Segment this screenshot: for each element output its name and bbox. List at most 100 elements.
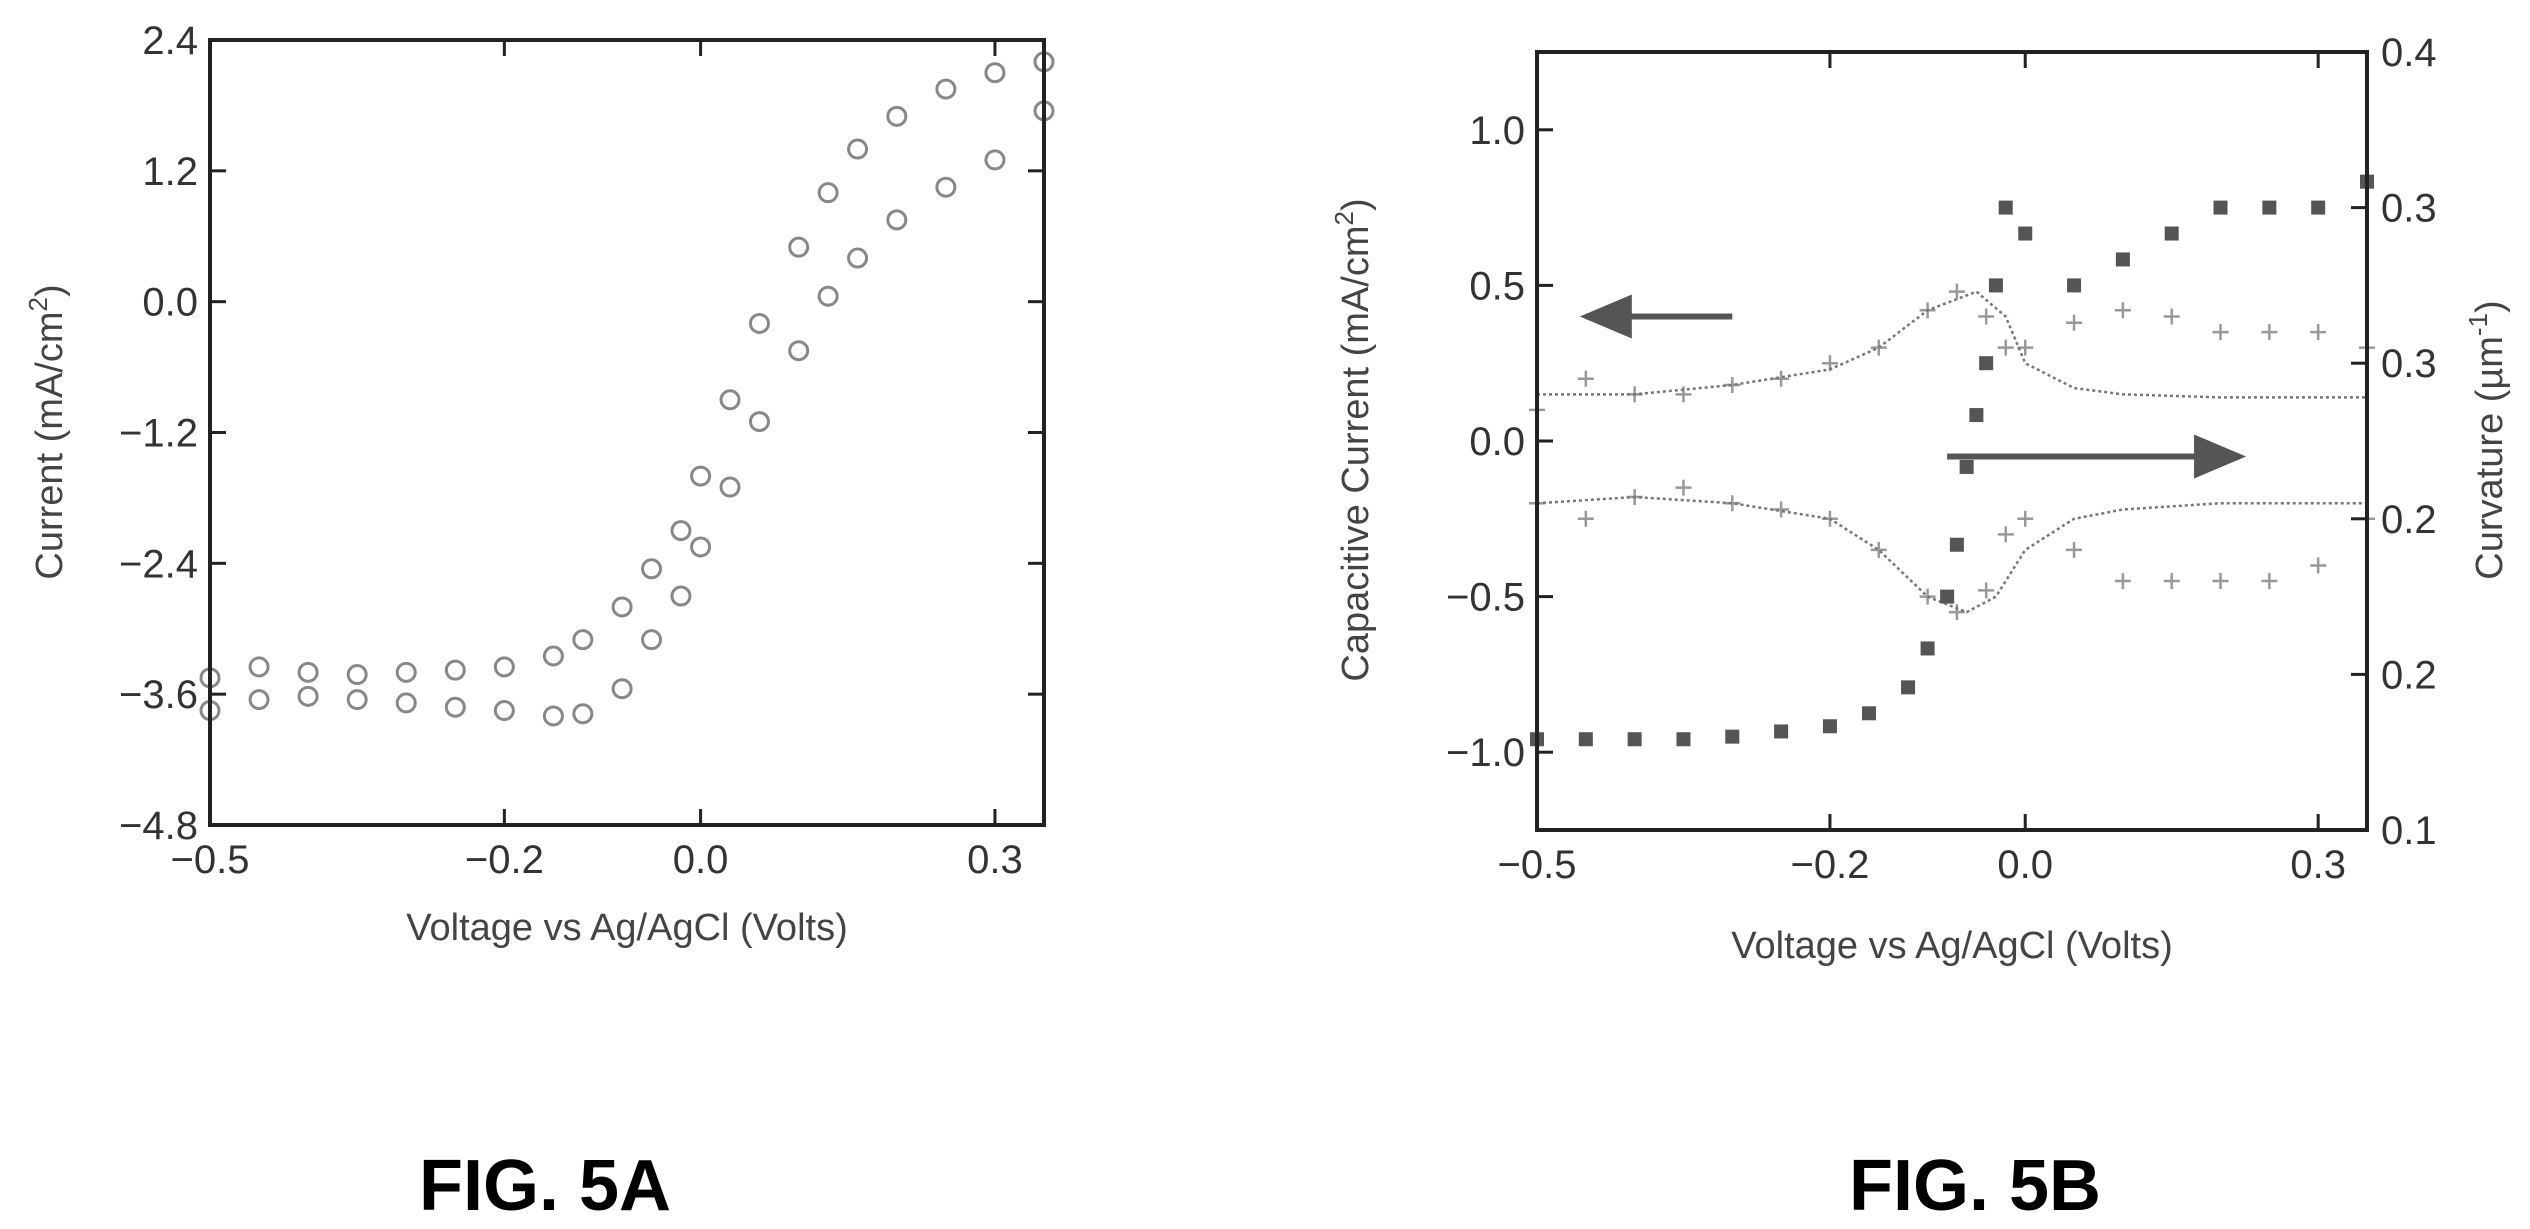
fig-5b-y-tick-label: −0.5 — [1446, 576, 1525, 620]
fig-5b-plus-point — [2212, 573, 2229, 590]
fig-5b-plus-point — [1870, 541, 1887, 558]
fig-5b-square-point — [1969, 408, 1984, 423]
fig-5b-y2-tick-label: 0.3 — [2381, 342, 2437, 386]
fig-5a-x-tick-label: −0.5 — [171, 838, 250, 882]
fig-5b-square-point — [1862, 706, 1876, 721]
fig-5a-point — [935, 78, 957, 100]
fig-5b-y2-tick-label: 0.3 — [2381, 187, 2437, 231]
fig-5b-square-point — [2262, 200, 2277, 215]
fig-5b-ticks: −0.5 −0.2 0.0 0.3 −1.0 −0.5 0.0 0.5 1.0 0.1 0.2 0.2… — [1446, 31, 2437, 887]
fig-5b-square-point — [1920, 641, 1935, 656]
fig-5a-point — [748, 411, 770, 433]
fig-5a-point — [346, 664, 368, 686]
fig-5a-point — [886, 105, 908, 127]
fig-5b-y2-tick-label: 0.2 — [2381, 498, 2437, 542]
fig-5a-y-tick-label: −4.8 — [119, 804, 198, 848]
fig-5a-point — [935, 176, 957, 198]
fig-5b-square-point — [1822, 719, 1837, 734]
fig-5b-y-tick-label: 1.0 — [1469, 109, 1525, 153]
fig-5a-x-axis-label: Voltage vs Ag/AgCl (Volts) — [406, 907, 847, 949]
fig-5a-point — [542, 705, 564, 727]
fig-5a-point — [788, 236, 810, 258]
fig-5a-point — [670, 520, 692, 542]
fig-5a-point — [817, 285, 839, 307]
fig-5a-data-marks — [199, 51, 1055, 727]
fig-5a-x-tick-label: −0.2 — [465, 838, 544, 882]
fig-5a-point — [719, 476, 741, 498]
fig-5a-plot-frame — [208, 38, 1046, 827]
fig-5b-plus-point — [1773, 501, 1790, 518]
fig-5b-plus-point — [2212, 324, 2229, 341]
fig-5b-plus-point — [1773, 370, 1790, 387]
fig-5b-plus-point — [1577, 370, 1594, 387]
fig-5b-plot-frame — [1535, 50, 2369, 832]
fig-5b-fit-line — [1537, 290, 2367, 399]
fig-5b-y2-tick-label: 0.2 — [2381, 653, 2437, 697]
fig-5b-square-point — [2115, 252, 2130, 267]
fig-5b-plus-point — [2066, 541, 2083, 558]
fig-5a-point — [886, 209, 908, 231]
chart-fig-5a: −0.5 −0.2 0.0 0.3−4.8−3.6−2.4−1.20.01.22.4 … — [23, 19, 1055, 1226]
fig-5a-y-tick-label: 2.4 — [142, 19, 198, 63]
fig-5b-square-point — [1774, 724, 1789, 739]
fig-5b-caption: FIG. 5B — [1849, 1146, 2101, 1226]
fig-5a-point — [847, 247, 869, 269]
fig-5a-point — [248, 689, 270, 711]
fig-5b-square-point — [1676, 732, 1691, 747]
fig-5a-y-tick-label: 0.0 — [142, 281, 198, 325]
fig-5b-fit-line — [1536, 495, 2367, 614]
fig-5b-plus-point — [1948, 283, 1965, 300]
fig-5b-square-point — [1901, 680, 1916, 695]
fig-5b-plus-point — [2163, 573, 2180, 590]
fig-5a-point — [297, 661, 319, 683]
fig-5b-square-point — [1998, 200, 2013, 215]
fig-5b-plus-point — [1997, 339, 2014, 356]
fig-5b-plus-point — [2017, 510, 2034, 527]
fig-5b-right-arrow — [1947, 434, 2247, 479]
fig-5b-plus-point — [2310, 324, 2327, 341]
fig-5b-y-tick-label: −1.0 — [1446, 731, 1525, 775]
fig-5b-square-point — [1940, 589, 1955, 604]
fig-5a-point — [572, 703, 594, 725]
fig-5b-data-marks — [1529, 174, 2375, 747]
fig-5a-point — [542, 645, 564, 667]
chart-fig-5b: −0.5 −0.2 0.0 0.3 −1.0 −0.5 0.0 0.5 1.0 0.1 0.2 0.2… — [1329, 31, 2511, 1226]
fig-5b-y-axis-label: Capacitive Current (mA/cm2) — [1329, 198, 1377, 681]
fig-5b-left-arrow — [1579, 294, 1733, 339]
fig-5b-square-point — [1959, 459, 1974, 474]
fig-5b-square-point — [1949, 537, 1964, 552]
fig-5b-plus-point — [1724, 495, 1741, 512]
fig-5b-square-point — [2164, 226, 2179, 241]
fig-5a-point — [493, 656, 515, 678]
fig-5a-point — [493, 700, 515, 722]
fig-5a-point — [611, 596, 633, 618]
fig-5b-plus-point — [1978, 308, 1995, 325]
fig-5b-x-tick-label: −0.2 — [1790, 843, 1869, 887]
fig-5b-y2-axis-label: Curvature (µm-1) — [2463, 300, 2511, 579]
fig-5b-plus-point — [1724, 376, 1741, 393]
fig-5b-plus-point — [1978, 582, 1995, 599]
fig-5a-point — [395, 692, 417, 714]
fig-5b-plus-point — [2066, 314, 2083, 331]
fig-5a-caption: FIG. 5A — [419, 1146, 671, 1226]
fig-5a-point — [690, 536, 712, 558]
fig-5a-y-tick-label: −1.2 — [119, 412, 198, 456]
fig-5b-square-point — [1725, 729, 1740, 744]
fig-5b-plus-point — [2163, 308, 2180, 325]
fig-5b-square-point — [1979, 356, 1994, 371]
fig-5a-point — [641, 629, 663, 651]
fig-5a-ticks: −0.5 −0.2 0.0 0.3 −4.8 −3.6 −2.4 −1.2 0.0 1.2 2.4 — [119, 19, 1044, 882]
fig-5a-point — [572, 629, 594, 651]
fig-5a-point — [748, 312, 770, 334]
fig-5a-point — [817, 182, 839, 204]
fig-5b-plus-point — [1997, 526, 2014, 543]
fig-5b-plus-point — [1948, 604, 1965, 621]
fig-5a-point — [611, 678, 633, 700]
fig-5a-point — [395, 661, 417, 683]
fig-5b-square-point — [2311, 200, 2326, 215]
fig-5a-point — [444, 696, 466, 718]
fig-5b-square-point — [1988, 278, 2003, 293]
fig-5b-plus-point — [2114, 573, 2131, 590]
fig-5b-x-tick-label: 0.0 — [1997, 843, 2053, 887]
